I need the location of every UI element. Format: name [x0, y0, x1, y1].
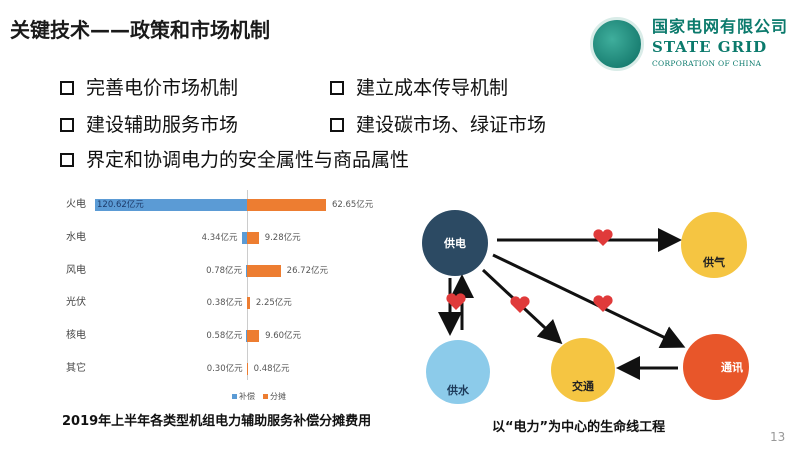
diagram-caption: 以“电力”为中心的生命线工程 [492, 420, 666, 435]
data-label-compensation: 0.78亿元 [206, 266, 243, 276]
bullet-item: 建设碳市场、绿证市场 [330, 113, 546, 137]
slide-title: 关键技术——政策和市场机制 [10, 18, 270, 42]
node-telecom: 通讯 [683, 334, 749, 400]
subsidy-chart: 补偿 分摊 火电 120.62亿元 62.65亿元水电 4.34亿元 9.28亿元风电 0… [0, 0, 400, 410]
bar-allocation [247, 265, 281, 277]
node-label: 通讯 [721, 361, 743, 374]
data-label-allocation: 9.28亿元 [264, 233, 301, 243]
logo-cn: 国家电网有限公司 [652, 17, 789, 36]
category-label: 火电 [66, 199, 86, 210]
bullet-item: 界定和协调电力的安全属性与商品属性 [60, 148, 409, 172]
node-water: 供水 [426, 340, 490, 404]
legend-swatch [263, 394, 268, 399]
data-label-compensation: 0.38亿元 [206, 298, 243, 308]
heart-icon [593, 229, 613, 246]
node-gas: 供气 [681, 212, 747, 278]
bar-allocation [247, 330, 260, 342]
data-label-allocation: 0.48亿元 [253, 364, 290, 374]
bullet-item: 建立成本传导机制 [330, 76, 508, 100]
bar-compensation [241, 232, 247, 244]
bullet-text: 建设碳市场、绿证市场 [356, 114, 547, 136]
data-label-allocation: 26.72亿元 [286, 266, 328, 276]
heart-icon [446, 293, 466, 310]
data-label-compensation: 4.34亿元 [201, 233, 238, 243]
data-label-allocation: 9.60亿元 [265, 331, 302, 341]
chart-caption: 2019年上半年各类型机组电力辅助服务补偿分摊费用 [62, 414, 372, 429]
legend-swatch [232, 394, 237, 399]
node-label: 供水 [447, 384, 469, 397]
bullet-text: 界定和协调电力的安全属性与商品属性 [86, 149, 410, 171]
legend-label: 补偿 [239, 392, 255, 401]
legend-label: 分摊 [270, 392, 286, 401]
node-label: 交通 [572, 380, 594, 393]
bullet-item: 建设辅助服务市场 [60, 113, 238, 137]
bullet-text: 完善电价市场机制 [86, 77, 239, 99]
category-label: 水电 [66, 232, 86, 243]
node-label: 供气 [703, 256, 725, 269]
checkbox-icon [60, 153, 74, 167]
node-label: 供电 [444, 237, 466, 250]
checkbox-icon [60, 81, 74, 95]
bar-allocation [247, 363, 248, 375]
checkbox-icon [60, 118, 74, 132]
legend-item-allocation: 分摊 [263, 392, 286, 402]
heart-icons [446, 229, 613, 313]
data-label-compensation: 0.30亿元 [206, 364, 243, 374]
category-label: 光伏 [66, 297, 86, 308]
checkbox-icon [330, 81, 344, 95]
bar-compensation [95, 199, 247, 211]
legend-item-compensation: 补偿 [232, 392, 255, 402]
category-label: 风电 [66, 265, 86, 276]
data-label-allocation: 62.65亿元 [331, 200, 374, 210]
arrow-power-telecom [492, 253, 686, 349]
page-number: 13 [770, 430, 786, 444]
data-label-allocation: 2.25亿元 [255, 298, 292, 308]
bullet-text: 建立成本传导机制 [356, 77, 509, 99]
heart-icon [593, 295, 613, 312]
category-label: 其它 [66, 363, 86, 374]
bar-allocation [247, 297, 250, 309]
node-power: 供电 [422, 210, 488, 276]
chart-axis [247, 190, 248, 380]
checkbox-icon [330, 118, 344, 132]
bullet-text: 建设辅助服务市场 [86, 114, 239, 136]
bar-compensation [246, 265, 247, 277]
category-label: 核电 [66, 330, 86, 341]
chart-legend: 补偿 分摊 [232, 392, 286, 402]
node-traffic: 交通 [551, 338, 615, 402]
globe-icon [590, 17, 644, 71]
bar-allocation [247, 199, 326, 211]
logo-sub: CORPORATION OF CHINA [652, 59, 762, 68]
bar-compensation [246, 330, 247, 342]
data-label-compensation: 120.62亿元 [97, 200, 144, 210]
state-grid-logo: 国家电网有限公司 STATE GRID CORPORATION OF CHINA [590, 15, 789, 73]
bar-allocation [247, 232, 259, 244]
data-label-compensation: 0.58亿元 [206, 331, 243, 341]
heart-icon [510, 296, 530, 313]
logo-en: STATE GRID [652, 38, 768, 56]
bullet-item: 完善电价市场机制 [60, 76, 238, 100]
